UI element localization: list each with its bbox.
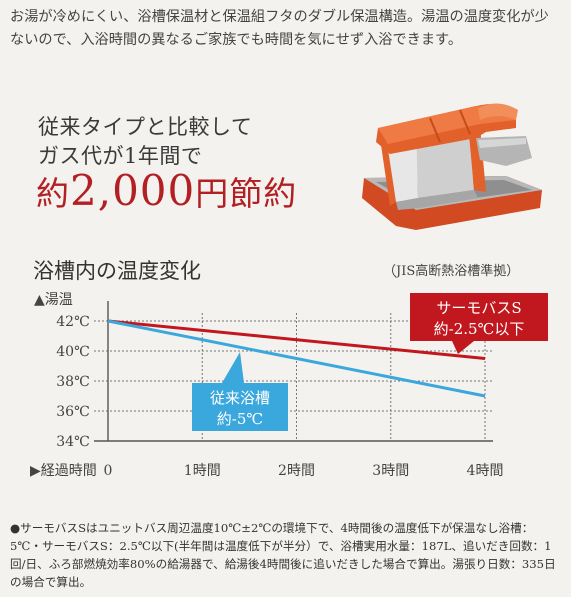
x-tick-label: 0 [104, 463, 113, 479]
chart-note: （JIS高断熱浴槽準拠） [383, 264, 520, 279]
bathtub-illustration [362, 103, 542, 230]
promo-line-2: ガス代が1年間で [38, 144, 203, 168]
footnote: ●サーモバスSはユニットバス周辺温度10℃±2℃の環境下で、4時間後の温度低下が… [10, 521, 556, 589]
x-tick-label: 2時間 [278, 463, 315, 479]
x-tick-label: 1時間 [184, 463, 221, 479]
promo-savings-headline: 約2,000円節約 [36, 166, 297, 215]
promo-suffix: 円節約 [195, 174, 298, 213]
temperature-chart: 34℃ 36℃ 38℃ 40℃ 42℃ 0 1時間 2時間 3時間 4時間 ▲湯温 ▶経過時間 サーモ… [30, 291, 548, 479]
series-line-thermobath [107, 319, 486, 360]
series-label: 約-5℃ [217, 410, 263, 428]
y-axis-label: ▲湯温 [34, 291, 73, 308]
y-tick-label: 34℃ [56, 434, 89, 450]
series-label: サーモバスS [436, 299, 521, 317]
x-tick-label: 3時間 [372, 463, 409, 479]
x-tick-label: 4時間 [467, 463, 504, 479]
callout-box-thermobath [410, 293, 548, 341]
promo-amount: 2,000 [70, 166, 196, 215]
series-line-conventional [107, 319, 486, 398]
y-tick-label: 36℃ [56, 404, 89, 420]
series-label: 約-2.5℃以下 [434, 320, 525, 338]
y-tick-label: 42℃ [56, 314, 89, 330]
callout-pointer-conventional [222, 352, 244, 383]
chart-title: 浴槽内の温度変化 [33, 259, 201, 283]
promo-line-1: 従来タイプと比較して [38, 115, 253, 139]
promo-prefix: 約 [36, 174, 70, 213]
callout-pointer-thermobath [452, 341, 474, 354]
callout-box-conventional [192, 383, 288, 431]
chart-series [107, 319, 486, 398]
intro-text: お湯が冷めにくい、浴槽保温材と保温組フタのダブル保温構造。湯温の温度変化が少ない… [10, 9, 549, 48]
series-label: 従来浴槽 [210, 389, 270, 407]
chart-axes: 34℃ 36℃ 38℃ 40℃ 42℃ 0 1時間 2時間 3時間 4時間 ▲湯温 ▶経過時間 [30, 291, 503, 479]
y-tick-label: 38℃ [56, 374, 89, 390]
y-tick-label: 40℃ [56, 344, 89, 360]
x-axis-label: ▶経過時間 [30, 463, 97, 479]
